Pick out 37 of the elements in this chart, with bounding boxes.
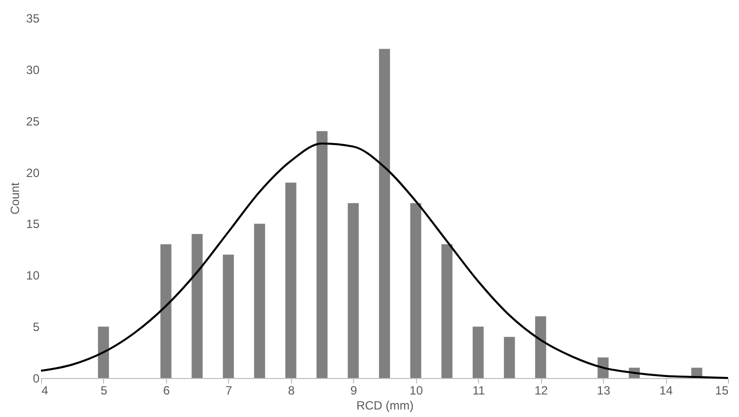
bar (472, 326, 484, 378)
bar (285, 182, 296, 378)
y-tick-label: 0 (32, 372, 40, 386)
y-axis-title: Count (8, 182, 22, 215)
bar (379, 48, 390, 378)
bar (98, 326, 109, 378)
bar (348, 203, 359, 378)
bar (160, 244, 172, 378)
x-tick-label: 14 (659, 384, 674, 398)
y-tick-label: 30 (26, 62, 40, 77)
y-tick-label: 15 (26, 217, 40, 232)
x-tick-label: 8 (288, 384, 295, 398)
x-tick-label: 9 (350, 384, 358, 398)
y-tick-label: 5 (32, 320, 40, 334)
x-tick-label: 7 (226, 384, 233, 398)
x-tick-label: 12 (534, 384, 548, 398)
bar (316, 131, 328, 378)
x-tick-label: 5 (100, 384, 108, 398)
y-tick-label: 10 (26, 268, 40, 283)
bar (222, 254, 234, 378)
x-tick-label: 11 (472, 384, 486, 398)
bar (410, 203, 422, 378)
x-axis-title: RCD (mm) (356, 398, 414, 412)
x-tick-label: 13 (596, 384, 611, 398)
bar (598, 357, 609, 378)
y-tick-label: 25 (26, 114, 40, 128)
bar (254, 224, 266, 378)
x-tick-label: 4 (42, 384, 48, 398)
y-tick-label: 20 (26, 166, 40, 180)
bar (192, 234, 203, 378)
x-tick-label: 15 (715, 384, 729, 398)
bar (535, 316, 546, 378)
x-tick-label: 6 (163, 384, 170, 398)
bar (504, 336, 515, 378)
bar (441, 244, 452, 378)
x-tick-label: 10 (410, 384, 424, 398)
y-tick-label: 35 (26, 12, 40, 26)
